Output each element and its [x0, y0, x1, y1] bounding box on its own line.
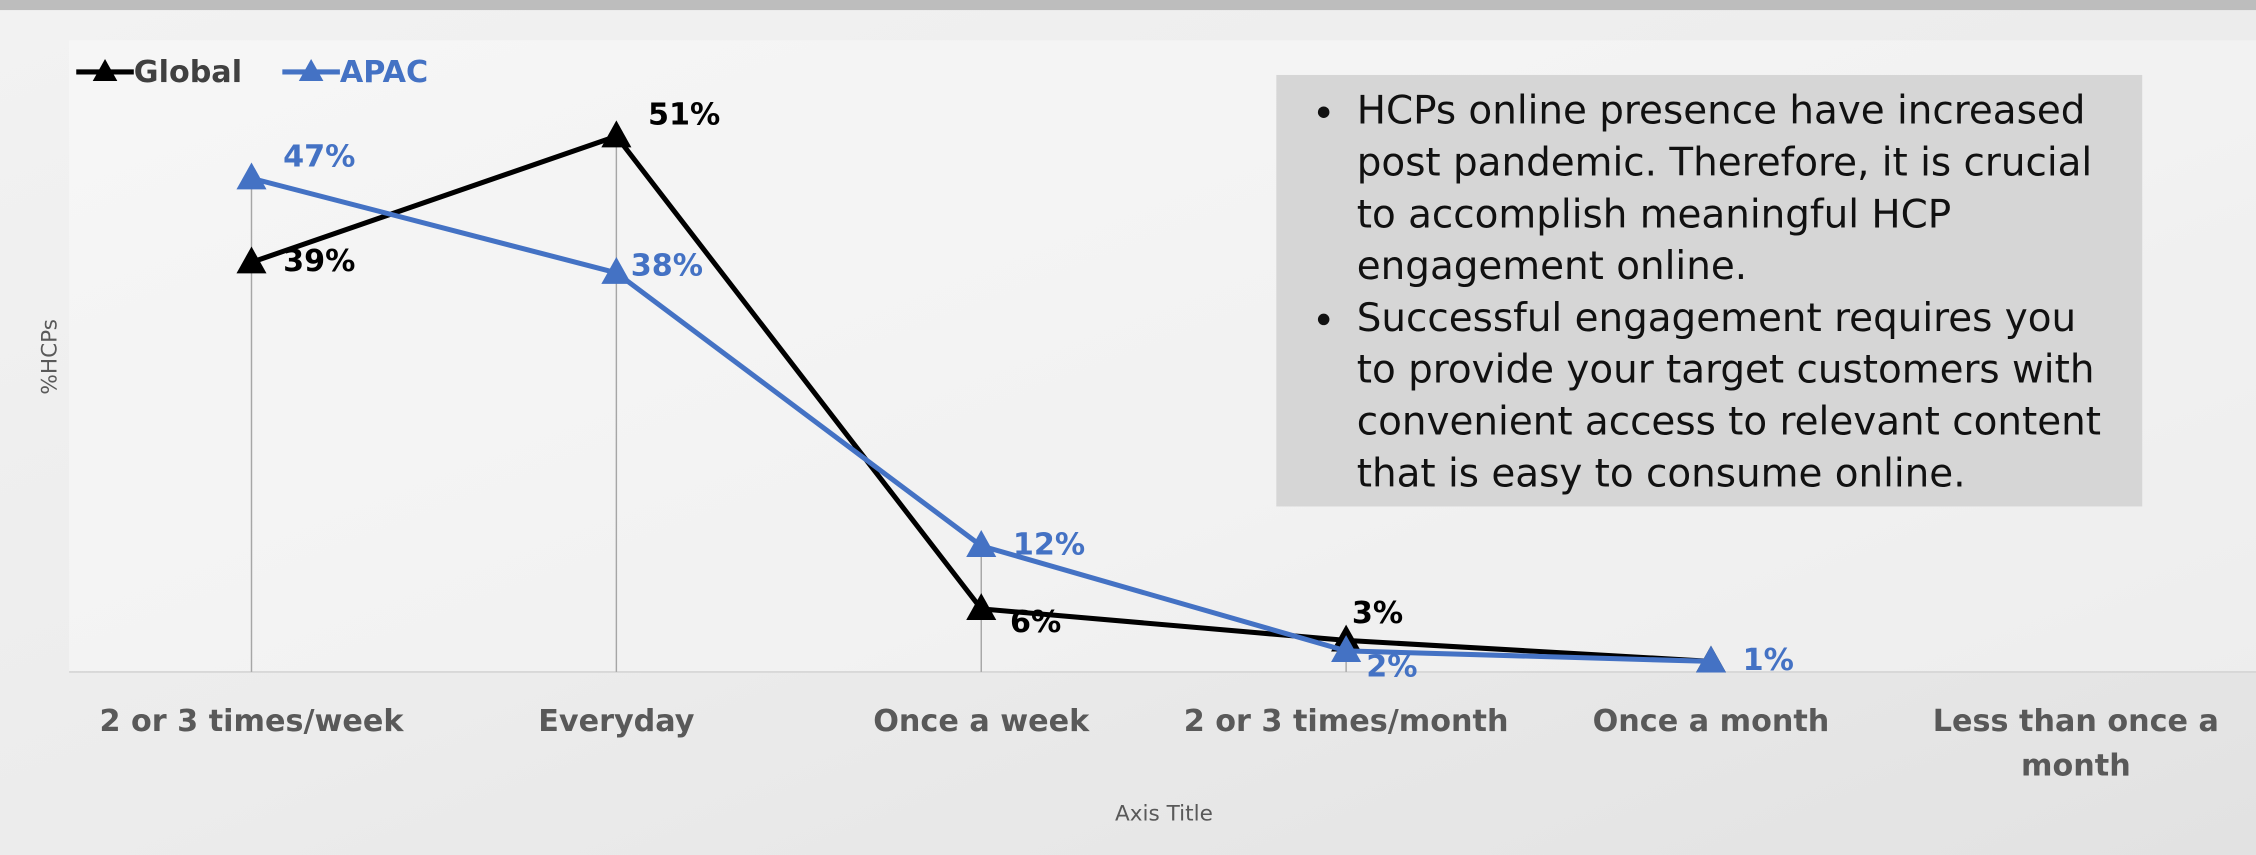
- data-label: 1%: [1743, 643, 1794, 678]
- marker: [1695, 645, 1727, 673]
- marker: [236, 246, 267, 274]
- data-label: 6%: [1010, 605, 1061, 640]
- marker: [966, 530, 997, 557]
- annotation: HCPs online presence have increased post…: [1276, 74, 2143, 507]
- x-tick-label-box: Once a week: [873, 703, 1090, 739]
- x-tick-label-box: 2 or 3 times/week: [99, 703, 404, 739]
- bullet: Successful engagement requires you to pr…: [1351, 294, 2114, 501]
- x-tick-label: 2 or 3 times/week: [99, 703, 404, 739]
- data-label: 12%: [1013, 527, 1085, 562]
- marker: [601, 256, 632, 284]
- data-label: 2%: [1366, 650, 1417, 685]
- data-label: 38%: [631, 249, 703, 284]
- legend-label: APAC: [340, 55, 428, 90]
- data-label: 51%: [648, 98, 720, 133]
- x-axis-title: Axis Title: [1115, 801, 1213, 826]
- x-tick-label-box: Once a month: [1592, 703, 1830, 739]
- x-tick-label: Less than once a month: [1932, 703, 2219, 783]
- annotation-box: HCPs online presence have increased post…: [1276, 75, 2142, 507]
- data-label: 47%: [283, 140, 355, 175]
- legend-marker: [92, 58, 118, 82]
- data-label: 39%: [283, 244, 355, 279]
- data-label: 3%: [1352, 596, 1403, 631]
- x-tick-label-box: Less than once a month: [1932, 703, 2219, 783]
- top-band: [0, 0, 2256, 11]
- legend-marker: [298, 58, 324, 82]
- legend-label: Global: [134, 55, 242, 90]
- marker: [236, 162, 267, 190]
- marker: [601, 120, 632, 148]
- marker: [966, 593, 997, 620]
- bullet-list: HCPs online presence have increased post…: [1351, 86, 2114, 500]
- x-tick-label-box: 2 or 3 times/month: [1183, 703, 1509, 739]
- x-tick-label: 2 or 3 times/month: [1183, 703, 1509, 739]
- bullet: HCPs online presence have increased post…: [1351, 86, 2114, 293]
- y-axis-title: %HCPs: [37, 319, 62, 395]
- marker: [1331, 635, 1362, 662]
- x-tick-label: Everyday: [538, 703, 695, 739]
- x-tick-label: Once a week: [873, 703, 1090, 739]
- x-tick-label-box: Everyday: [538, 703, 695, 739]
- x-tick-label: Once a month: [1592, 703, 1830, 739]
